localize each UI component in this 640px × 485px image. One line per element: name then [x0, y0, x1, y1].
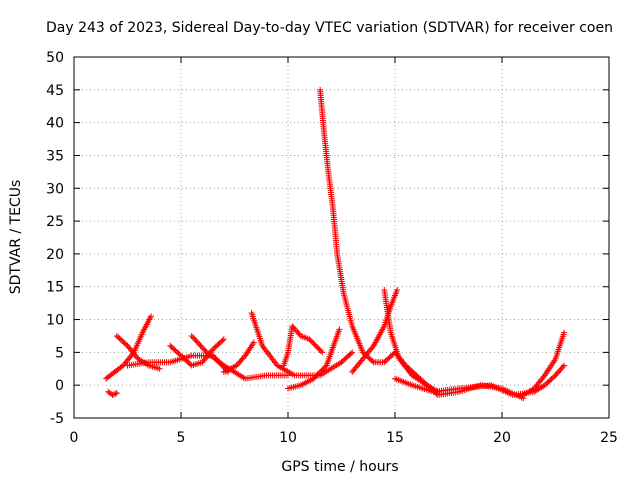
series-arc-10: [285, 326, 343, 392]
y-tick-label: -5: [50, 411, 64, 427]
x-tick-label: 0: [70, 430, 79, 446]
y-tick-label: 50: [46, 50, 64, 66]
series-arc-7: [220, 339, 257, 376]
y-tick-label: 0: [55, 378, 64, 394]
series-arc-6: [188, 332, 291, 382]
data-point: [319, 366, 326, 373]
data-point: [317, 369, 324, 376]
data-point: [118, 363, 125, 370]
data-point: [311, 341, 318, 348]
y-tick-label: 5: [55, 345, 64, 361]
data-point: [112, 390, 119, 397]
y-tick-label: 30: [46, 181, 64, 197]
y-axis-label: SDTVAR / TECUs: [8, 180, 24, 295]
x-tick-label: 25: [600, 430, 618, 446]
data-point: [369, 344, 376, 351]
data-point: [156, 365, 163, 372]
plot-frame: [73, 56, 610, 419]
data-point: [202, 347, 209, 354]
y-tick-label: 10: [46, 313, 64, 329]
data-point: [316, 346, 323, 353]
data-point: [319, 349, 326, 356]
data-point: [308, 338, 315, 345]
y-tick-label: 40: [46, 116, 64, 132]
data-point: [208, 347, 215, 354]
chart-title: Day 243 of 2023, Sidereal Day-to-day VTE…: [46, 20, 613, 36]
data-point: [336, 326, 343, 333]
series-arc-2: [105, 388, 120, 399]
data-point: [394, 287, 401, 294]
data-point: [311, 374, 318, 381]
data-point: [113, 390, 120, 397]
data-point: [320, 365, 327, 372]
series-arc-11: [317, 86, 441, 395]
data-point: [369, 357, 376, 364]
data-point: [310, 375, 317, 382]
data-point: [561, 362, 568, 369]
x-axis-label: GPS time / hours: [281, 459, 398, 475]
x-tick-label: 15: [386, 430, 404, 446]
data-point: [315, 345, 322, 352]
series-arc-15: [520, 329, 568, 399]
data-point: [407, 370, 414, 377]
data-point: [349, 349, 356, 356]
data-point: [312, 342, 319, 349]
data-point: [123, 341, 130, 348]
data-point: [148, 313, 155, 320]
series-arc-14: [392, 375, 538, 399]
data-point: [250, 339, 257, 346]
data-point: [317, 348, 324, 355]
series-arc-16: [531, 362, 568, 395]
data-point: [219, 337, 226, 344]
data-point: [307, 337, 314, 344]
x-tick-label: 5: [177, 430, 186, 446]
data-point: [347, 350, 354, 357]
data-point: [306, 336, 313, 343]
data-point: [110, 391, 117, 398]
y-tick-label: 35: [46, 148, 64, 164]
data-point: [561, 329, 568, 336]
data-point: [240, 354, 247, 361]
data-point: [551, 373, 558, 380]
y-tick-label: 20: [46, 247, 64, 263]
y-tick-label: 45: [46, 83, 64, 99]
data-point: [314, 344, 321, 351]
data-point: [109, 392, 116, 399]
x-tick-label: 10: [279, 430, 297, 446]
series-arc-1: [103, 313, 155, 382]
data-point: [314, 371, 321, 378]
data-point: [220, 336, 227, 343]
data-point: [315, 370, 322, 377]
data-point: [322, 363, 329, 370]
series-arc-4: [124, 352, 232, 376]
y-tick-label: 25: [46, 214, 64, 230]
data-point: [310, 340, 317, 347]
data-point: [318, 367, 325, 374]
series-arc-8: [248, 309, 356, 379]
data-point: [559, 363, 566, 370]
x-tick-label: 20: [493, 430, 511, 446]
data-point: [313, 372, 320, 379]
data-points: [103, 86, 568, 402]
y-tick-label: 15: [46, 280, 64, 296]
series-arc-9: [280, 323, 326, 369]
axis-ticks: 0 5 10 15 20 25 -5 0 5 10 15 20 25 30 35 40 45 50: [46, 50, 618, 446]
data-point: [540, 373, 547, 380]
